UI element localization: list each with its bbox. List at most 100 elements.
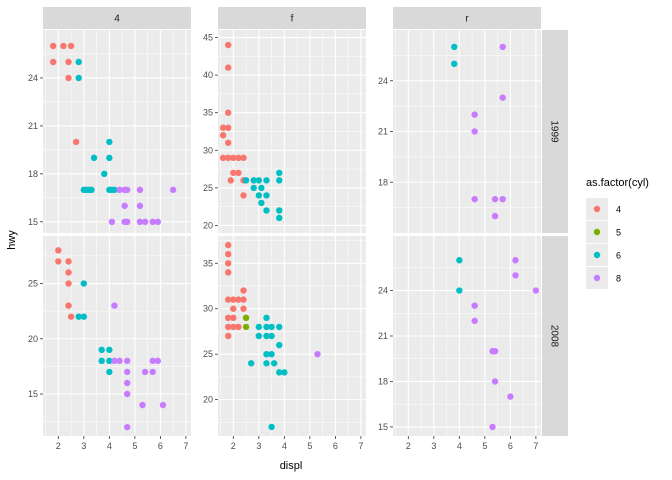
data-point <box>75 313 82 320</box>
y-tick-label: 21 <box>378 331 388 341</box>
data-point <box>108 218 116 226</box>
legend-marker <box>593 205 601 213</box>
data-point <box>263 350 270 358</box>
panel-background <box>43 30 191 233</box>
data-point <box>225 296 232 303</box>
data-point <box>50 42 57 50</box>
legend: as.factor(cyl) 4 5 6 8 <box>586 177 649 289</box>
data-point <box>263 192 270 199</box>
data-point <box>55 258 62 265</box>
facet-strips: 4 f r 1999 2008 <box>43 7 568 436</box>
y-tick-label: 15 <box>28 389 38 399</box>
data-point <box>235 154 242 162</box>
data-point <box>98 357 105 365</box>
y-tick-label: 25 <box>203 183 213 193</box>
data-point <box>489 423 496 431</box>
data-point <box>258 184 265 192</box>
data-point <box>263 177 270 184</box>
data-point <box>80 313 88 320</box>
data-point <box>471 302 478 309</box>
data-point <box>50 58 57 66</box>
data-point <box>106 346 113 354</box>
x-axis-title: displ <box>280 460 303 472</box>
data-point <box>471 128 478 135</box>
data-point <box>106 138 113 146</box>
data-point <box>225 124 232 131</box>
panel-f-2008: 20 25 30 35 2 3 4 5 6 7 <box>203 236 366 451</box>
data-point <box>154 357 162 365</box>
x-tick-label: 7 <box>358 441 363 451</box>
data-point <box>456 257 463 264</box>
data-point <box>451 43 458 51</box>
strip-label: 2008 <box>549 325 560 348</box>
y-tick-label: 35 <box>203 108 213 118</box>
y-tick-label: 20 <box>203 220 213 230</box>
y-tick-label: 30 <box>203 145 213 155</box>
data-point <box>124 218 131 226</box>
panel-f-1999: 20 25 30 35 40 45 <box>203 30 366 233</box>
data-point <box>242 177 250 184</box>
x-tick-label: 5 <box>132 441 137 451</box>
data-point <box>141 218 149 226</box>
data-point <box>116 186 123 194</box>
data-point <box>230 323 237 331</box>
data-point <box>219 132 227 139</box>
data-point <box>55 247 62 254</box>
data-point <box>98 346 105 354</box>
panel-background <box>43 236 191 436</box>
data-point <box>276 207 283 214</box>
data-point <box>227 177 234 184</box>
data-point <box>276 169 283 177</box>
data-point <box>219 124 227 131</box>
data-point <box>471 111 478 118</box>
data-point <box>276 214 283 222</box>
points <box>451 43 506 220</box>
data-point <box>263 207 270 214</box>
strip-4 <box>43 7 191 29</box>
legend-label: 8 <box>616 274 621 284</box>
data-point <box>276 323 283 331</box>
panel-background <box>218 236 366 436</box>
data-point <box>532 287 540 294</box>
data-point <box>75 58 82 66</box>
data-point <box>121 202 128 210</box>
panel-r-2008: 15 18 21 24 2 3 4 5 6 7 <box>378 236 541 451</box>
data-point <box>258 199 265 207</box>
legend-entry: 8 <box>586 267 621 289</box>
data-point <box>230 314 237 322</box>
data-point <box>491 378 499 385</box>
panel-4-1999: 15 18 21 24 <box>28 30 191 233</box>
x-tick-label: 4 <box>107 441 112 451</box>
panel-4-2008: 15 20 25 2 3 4 5 6 7 <box>28 236 191 451</box>
data-point <box>491 347 499 355</box>
data-point <box>471 195 478 203</box>
data-point <box>225 139 232 146</box>
y-tick-label: 25 <box>28 279 38 289</box>
y-tick-label: 20 <box>203 395 213 405</box>
y-tick-label: 20 <box>28 334 38 344</box>
strip-label: 4 <box>114 14 120 25</box>
data-point <box>65 258 72 265</box>
data-point <box>124 423 131 431</box>
data-point <box>250 184 257 192</box>
data-point <box>499 94 506 101</box>
points <box>225 241 321 431</box>
data-point <box>230 169 237 177</box>
data-point <box>255 332 263 340</box>
x-tick-label: 5 <box>307 441 312 451</box>
data-point <box>90 154 98 162</box>
data-point <box>124 368 131 376</box>
data-point <box>88 186 95 194</box>
data-point <box>154 218 162 226</box>
data-point <box>250 177 257 184</box>
data-point <box>491 195 499 203</box>
data-point <box>240 305 247 312</box>
data-point <box>149 218 156 226</box>
data-point <box>169 186 177 194</box>
y-tick-label: 18 <box>28 169 38 179</box>
data-point <box>242 323 250 331</box>
strip-1999 <box>542 30 568 233</box>
x-tick-label: 3 <box>81 441 86 451</box>
data-point <box>67 42 75 50</box>
